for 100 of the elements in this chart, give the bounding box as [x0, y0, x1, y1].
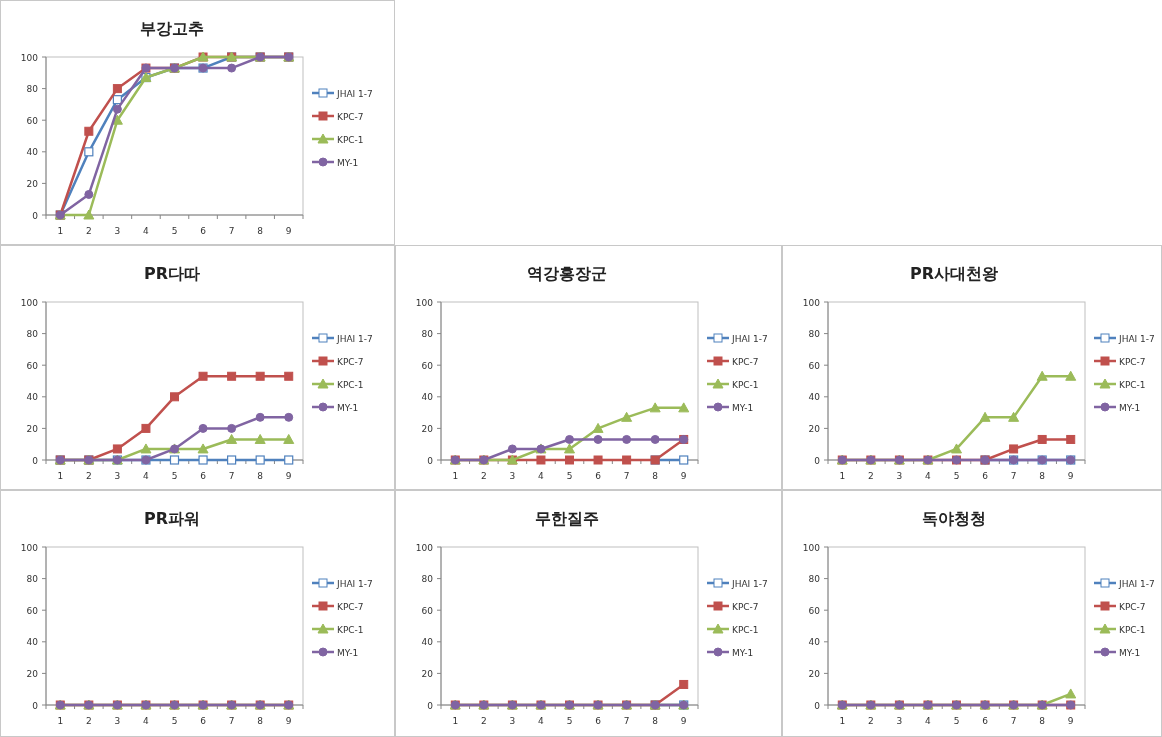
y-tick-label: 60 [421, 360, 434, 371]
legend-label: MY-1 [1119, 647, 1141, 658]
y-tick-label: 0 [32, 210, 39, 221]
x-tick-label: 7 [228, 716, 235, 726]
legend-label: JHAI 1-7 [731, 333, 768, 344]
x-tick-label: 5 [171, 716, 178, 726]
y-tick-label: 40 [421, 637, 434, 648]
y-tick-label: 80 [808, 329, 821, 340]
x-tick-label: 6 [982, 716, 989, 726]
x-tick-label: 7 [623, 471, 630, 481]
x-tick-label: 9 [285, 716, 292, 726]
legend-label: KPC-7 [732, 356, 759, 367]
y-tick-label: 0 [32, 455, 39, 466]
x-tick-label: 4 [538, 471, 545, 481]
x-tick-label: 1 [452, 471, 459, 481]
x-tick-label: 5 [171, 471, 178, 481]
x-tick-label: 3 [114, 716, 121, 726]
y-tick-label: 60 [26, 605, 39, 616]
y-tick-label: 100 [415, 297, 434, 308]
x-tick-label: 5 [566, 471, 573, 481]
x-tick-label: 6 [200, 226, 207, 236]
x-tick-label: 5 [566, 716, 573, 726]
legend-label: KPC-1 [1119, 379, 1146, 390]
chart-title: PR사대천왕 [909, 264, 999, 283]
y-tick-label: 100 [20, 542, 39, 553]
legend-label: KPC-1 [337, 624, 364, 635]
y-tick-label: 20 [808, 423, 821, 434]
legend-label: KPC-1 [337, 379, 364, 390]
legend-label: JHAI 1-7 [336, 88, 373, 99]
x-tick-label: 4 [925, 716, 932, 726]
legend-label: JHAI 1-7 [731, 578, 768, 589]
y-tick-label: 80 [421, 574, 434, 585]
y-tick-label: 100 [802, 542, 821, 553]
y-tick-label: 100 [415, 542, 434, 553]
legend-label: JHAI 1-7 [1118, 333, 1155, 344]
x-tick-label: 7 [1010, 471, 1017, 481]
x-tick-label: 6 [200, 471, 207, 481]
y-tick-label: 60 [26, 360, 39, 371]
x-tick-label: 6 [595, 716, 602, 726]
chart-title: 부강고추 [140, 19, 204, 38]
y-tick-label: 40 [808, 637, 821, 648]
x-tick-label: 3 [114, 471, 121, 481]
x-tick-label: 6 [595, 471, 602, 481]
x-tick-label: 2 [480, 471, 487, 481]
x-tick-label: 9 [680, 471, 687, 481]
x-tick-label: 2 [480, 716, 487, 726]
legend-label: KPC-1 [732, 624, 759, 635]
x-tick-label: 3 [896, 716, 903, 726]
legend-label: MY-1 [337, 402, 359, 413]
x-tick-label: 3 [896, 471, 903, 481]
x-tick-label: 9 [680, 716, 687, 726]
x-tick-label: 2 [867, 716, 874, 726]
legend-label: MY-1 [732, 402, 754, 413]
x-tick-label: 1 [839, 716, 846, 726]
x-tick-label: 1 [57, 226, 64, 236]
legend-label: KPC-7 [1119, 356, 1146, 367]
x-tick-label: 8 [257, 226, 264, 236]
y-tick-label: 80 [26, 574, 39, 585]
x-tick-label: 5 [953, 716, 960, 726]
x-tick-label: 2 [867, 471, 874, 481]
x-tick-label: 9 [1067, 471, 1074, 481]
x-tick-label: 4 [143, 471, 150, 481]
y-tick-label: 20 [421, 423, 434, 434]
x-tick-label: 3 [509, 471, 516, 481]
chart-title: 역강홍장군 [527, 264, 607, 283]
y-tick-label: 20 [26, 423, 39, 434]
x-tick-label: 7 [1010, 716, 1017, 726]
x-tick-label: 2 [85, 471, 92, 481]
y-tick-label: 60 [26, 115, 39, 126]
x-tick-label: 1 [452, 716, 459, 726]
legend-label: JHAI 1-7 [336, 578, 373, 589]
x-tick-label: 7 [228, 471, 235, 481]
y-tick-label: 0 [427, 455, 434, 466]
y-tick-label: 0 [814, 700, 821, 711]
x-tick-label: 9 [285, 471, 292, 481]
x-tick-label: 5 [953, 471, 960, 481]
y-tick-label: 80 [421, 329, 434, 340]
legend-label: KPC-1 [732, 379, 759, 390]
legend-label: MY-1 [732, 647, 754, 658]
y-tick-label: 100 [802, 297, 821, 308]
y-tick-label: 0 [427, 700, 434, 711]
x-tick-label: 7 [623, 716, 630, 726]
x-tick-label: 4 [143, 716, 150, 726]
y-tick-label: 100 [20, 52, 39, 63]
y-tick-label: 40 [26, 392, 39, 403]
legend-label: MY-1 [337, 647, 359, 658]
x-tick-label: 8 [652, 716, 659, 726]
y-tick-label: 40 [808, 392, 821, 403]
y-tick-label: 20 [421, 668, 434, 679]
x-tick-label: 2 [85, 716, 92, 726]
chart-title: 무한질주 [535, 509, 599, 528]
y-tick-label: 40 [26, 637, 39, 648]
legend-label: JHAI 1-7 [1118, 578, 1155, 589]
legend-label: KPC-7 [337, 601, 364, 612]
y-tick-label: 60 [808, 360, 821, 371]
x-tick-label: 6 [982, 471, 989, 481]
legend-label: MY-1 [337, 157, 359, 168]
y-tick-label: 0 [814, 455, 821, 466]
x-tick-label: 8 [257, 716, 264, 726]
x-tick-label: 4 [538, 716, 545, 726]
